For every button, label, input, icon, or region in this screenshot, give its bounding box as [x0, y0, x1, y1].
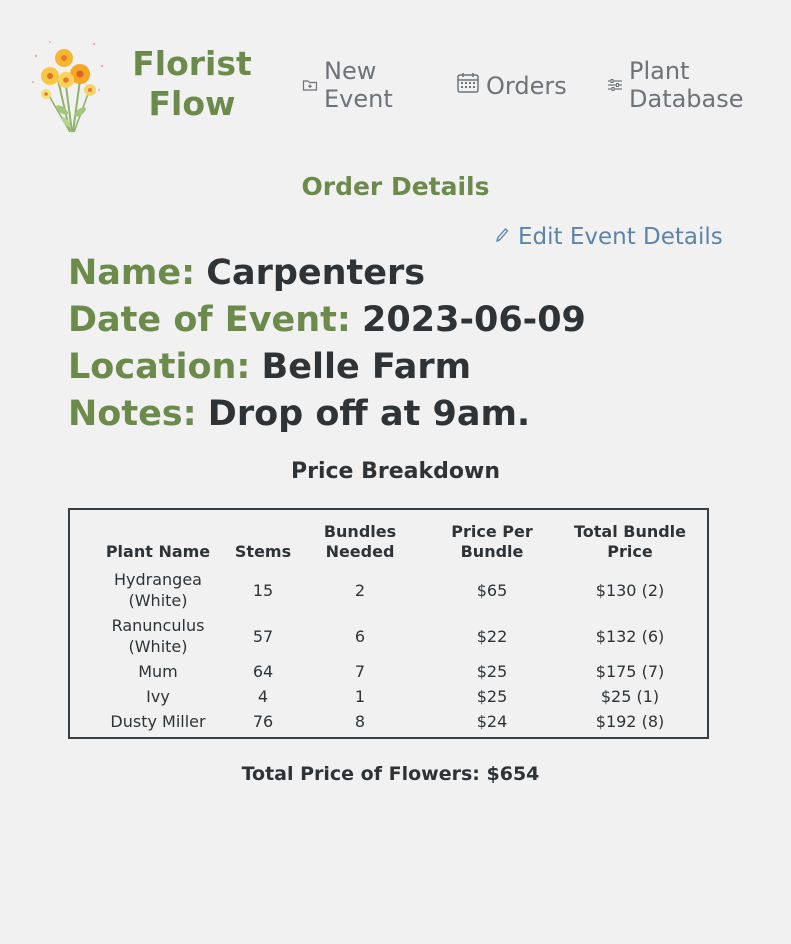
nav-new-event-line-2: Event — [324, 85, 393, 113]
header-plant-name: Plant Name — [105, 542, 211, 561]
table-row: Dusty Miller 76 8 $24 $192 (8) — [96, 710, 690, 735]
nav-orders-label: Orders — [486, 72, 567, 100]
cell-stems: 64 — [252, 662, 274, 681]
nav-orders[interactable]: Orders — [456, 71, 567, 101]
cell-bundles: 2 — [354, 580, 366, 600]
detail-name-value: Carpenters — [206, 253, 426, 293]
cell-bundles: 1 — [354, 687, 366, 706]
cell-total: $25 (1) — [600, 687, 660, 706]
price-breakdown-table-box: Plant Name Stems Bundles Needed Price Per… — [68, 508, 709, 739]
cell-plant-name: Dusty Miller — [110, 712, 206, 731]
detail-location-value: Belle Farm — [261, 347, 472, 387]
price-breakdown-title: Price Breakdown — [291, 459, 500, 484]
price-breakdown-table: Plant Name Stems Bundles Needed Price Per… — [96, 522, 690, 735]
brand-title[interactable]: Florist Flow — [124, 44, 260, 124]
folder-plus-icon — [302, 71, 318, 99]
nav-plant-database[interactable]: Plant Database — [607, 57, 744, 113]
cell-stems: 15 — [252, 580, 274, 600]
cell-total: $175 (7) — [595, 662, 665, 681]
cell-plant-name: Ranunculus (White) — [111, 616, 205, 656]
brand-line-1: Florist — [132, 44, 252, 83]
detail-date-value: 2023-06-09 — [362, 300, 586, 340]
cell-total: $192 (8) — [595, 712, 665, 731]
table-row: Mum 64 7 $25 $175 (7) — [96, 660, 690, 685]
cell-plant-name: Ivy — [146, 687, 170, 706]
cell-price: $65 — [476, 580, 508, 600]
header-price-per-bundle: Price Per Bundle — [451, 522, 533, 561]
table-row: Ranunculus (White) 57 6 $22 $132 (6) — [96, 614, 690, 660]
detail-name: Name: Carpenters — [68, 250, 748, 297]
page-title: Order Details — [301, 172, 490, 201]
detail-name-label: Name: — [68, 253, 196, 293]
event-details: Name: Carpenters Date of Event: 2023-06-… — [68, 250, 748, 438]
cell-stems: 57 — [252, 626, 274, 646]
detail-location-label: Location: — [68, 347, 251, 387]
cell-price: $25 — [476, 687, 508, 706]
header-bundles-needed: Bundles Needed — [323, 522, 397, 561]
flower-bouquet-logo-icon — [28, 36, 108, 136]
detail-date-label: Date of Event: — [68, 300, 351, 340]
table-header-row: Plant Name Stems Bundles Needed Price Per… — [96, 522, 690, 568]
cell-stems: 76 — [252, 712, 274, 731]
header-total-bundle-price: Total Bundle Price — [573, 522, 687, 561]
edit-event-details-label: Edit Event Details — [518, 224, 723, 250]
table-row: Ivy 4 1 $25 $25 (1) — [96, 685, 690, 710]
nav-plant-database-line-2: Database — [629, 85, 744, 113]
edit-event-details-link[interactable]: Edit Event Details — [494, 222, 723, 252]
cell-price: $25 — [476, 662, 508, 681]
cell-total: $132 (6) — [595, 626, 665, 646]
total-price: Total Price of Flowers: $654 — [241, 763, 540, 785]
cell-bundles: 8 — [354, 712, 366, 731]
brand-line-2: Flow — [148, 84, 236, 123]
cell-stems: 4 — [257, 687, 269, 706]
detail-notes-label: Notes: — [68, 394, 197, 434]
detail-location: Location: Belle Farm — [68, 344, 748, 391]
header: Florist Flow New Event — [0, 0, 791, 150]
pencil-icon — [494, 222, 510, 252]
cell-plant-name: Hydrangea (White) — [114, 570, 202, 610]
detail-date: Date of Event: 2023-06-09 — [68, 297, 748, 344]
detail-notes: Notes: Drop off at 9am. — [68, 391, 748, 438]
nav-new-event[interactable]: New Event — [302, 57, 393, 113]
cell-plant-name: Mum — [138, 662, 178, 681]
cell-price: $24 — [476, 712, 508, 731]
nav-new-event-line-1: New — [324, 57, 377, 85]
cell-bundles: 6 — [354, 626, 366, 646]
cell-price: $22 — [476, 626, 508, 646]
header-stems: Stems — [234, 542, 292, 561]
cell-total: $130 (2) — [595, 580, 665, 600]
calendar-icon — [456, 71, 480, 101]
nav-plant-database-line-1: Plant — [629, 57, 690, 85]
sliders-icon — [607, 71, 623, 99]
table-row: Hydrangea (White) 15 2 $65 $130 (2) — [96, 568, 690, 614]
cell-bundles: 7 — [354, 662, 366, 681]
detail-notes-value: Drop off at 9am. — [207, 394, 531, 434]
